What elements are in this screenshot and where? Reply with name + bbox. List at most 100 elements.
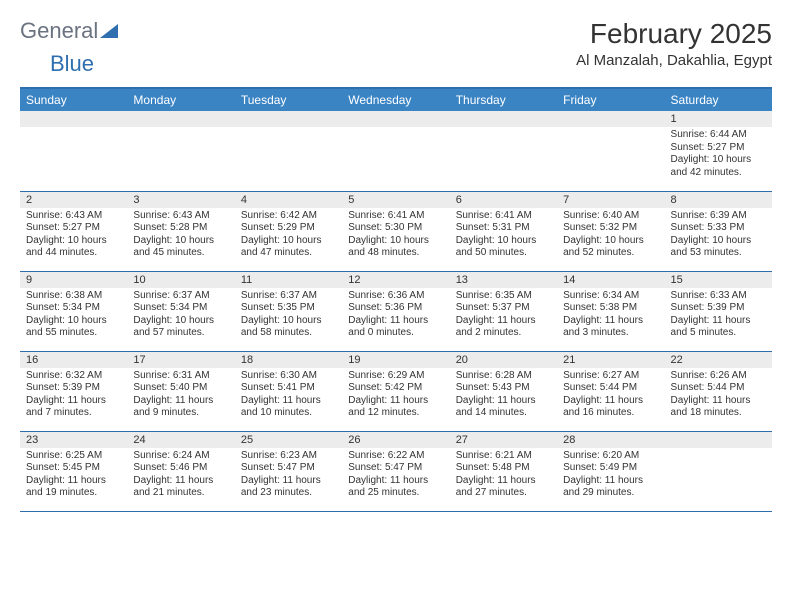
day-details: Sunrise: 6:30 AMSunset: 5:41 PMDaylight:… bbox=[235, 368, 342, 424]
day-number: 23 bbox=[20, 432, 127, 448]
day-cell: 17Sunrise: 6:31 AMSunset: 5:40 PMDayligh… bbox=[127, 351, 234, 431]
day-cell: 21Sunrise: 6:27 AMSunset: 5:44 PMDayligh… bbox=[557, 351, 664, 431]
day-details: Sunrise: 6:44 AMSunset: 5:27 PMDaylight:… bbox=[665, 127, 772, 183]
day-number: 11 bbox=[235, 272, 342, 288]
day-number: 24 bbox=[127, 432, 234, 448]
logo-word2-wrap: Blue bbox=[50, 51, 110, 77]
day-cell: 11Sunrise: 6:37 AMSunset: 5:35 PMDayligh… bbox=[235, 271, 342, 351]
day-number: 15 bbox=[665, 272, 772, 288]
day-cell: 13Sunrise: 6:35 AMSunset: 5:37 PMDayligh… bbox=[450, 271, 557, 351]
day-number: 18 bbox=[235, 352, 342, 368]
day-number: 9 bbox=[20, 272, 127, 288]
day-number: 2 bbox=[20, 192, 127, 208]
day-details: Sunrise: 6:36 AMSunset: 5:36 PMDaylight:… bbox=[342, 288, 449, 344]
week-row: 16Sunrise: 6:32 AMSunset: 5:39 PMDayligh… bbox=[20, 351, 772, 431]
day-details bbox=[20, 127, 127, 133]
day-cell: 10Sunrise: 6:37 AMSunset: 5:34 PMDayligh… bbox=[127, 271, 234, 351]
day-cell: 25Sunrise: 6:23 AMSunset: 5:47 PMDayligh… bbox=[235, 431, 342, 511]
logo-triangle-icon bbox=[100, 18, 118, 44]
day-details: Sunrise: 6:20 AMSunset: 5:49 PMDaylight:… bbox=[557, 448, 664, 504]
day-cell: 15Sunrise: 6:33 AMSunset: 5:39 PMDayligh… bbox=[665, 271, 772, 351]
day-details: Sunrise: 6:35 AMSunset: 5:37 PMDaylight:… bbox=[450, 288, 557, 344]
day-cell: 27Sunrise: 6:21 AMSunset: 5:48 PMDayligh… bbox=[450, 431, 557, 511]
day-number: 4 bbox=[235, 192, 342, 208]
day-header-row: Sunday Monday Tuesday Wednesday Thursday… bbox=[20, 89, 772, 111]
day-details bbox=[557, 127, 664, 133]
calendar-tbody: 1Sunrise: 6:44 AMSunset: 5:27 PMDaylight… bbox=[20, 111, 772, 511]
day-number: 26 bbox=[342, 432, 449, 448]
day-details: Sunrise: 6:21 AMSunset: 5:48 PMDaylight:… bbox=[450, 448, 557, 504]
day-cell bbox=[20, 111, 127, 191]
day-cell: 14Sunrise: 6:34 AMSunset: 5:38 PMDayligh… bbox=[557, 271, 664, 351]
day-details bbox=[342, 127, 449, 133]
day-cell: 4Sunrise: 6:42 AMSunset: 5:29 PMDaylight… bbox=[235, 191, 342, 271]
location-text: Al Manzalah, Dakahlia, Egypt bbox=[576, 52, 772, 69]
day-number: 21 bbox=[557, 352, 664, 368]
dayhdr-wed: Wednesday bbox=[342, 89, 449, 111]
day-details: Sunrise: 6:28 AMSunset: 5:43 PMDaylight:… bbox=[450, 368, 557, 424]
day-number bbox=[342, 111, 449, 127]
day-details: Sunrise: 6:27 AMSunset: 5:44 PMDaylight:… bbox=[557, 368, 664, 424]
day-cell: 18Sunrise: 6:30 AMSunset: 5:41 PMDayligh… bbox=[235, 351, 342, 431]
day-details: Sunrise: 6:38 AMSunset: 5:34 PMDaylight:… bbox=[20, 288, 127, 344]
day-details: Sunrise: 6:43 AMSunset: 5:28 PMDaylight:… bbox=[127, 208, 234, 264]
day-number: 10 bbox=[127, 272, 234, 288]
week-row: 1Sunrise: 6:44 AMSunset: 5:27 PMDaylight… bbox=[20, 111, 772, 191]
day-details: Sunrise: 6:25 AMSunset: 5:45 PMDaylight:… bbox=[20, 448, 127, 504]
day-number: 7 bbox=[557, 192, 664, 208]
day-cell: 16Sunrise: 6:32 AMSunset: 5:39 PMDayligh… bbox=[20, 351, 127, 431]
day-number: 20 bbox=[450, 352, 557, 368]
day-number: 12 bbox=[342, 272, 449, 288]
dayhdr-sat: Saturday bbox=[665, 89, 772, 111]
day-details: Sunrise: 6:41 AMSunset: 5:31 PMDaylight:… bbox=[450, 208, 557, 264]
day-number bbox=[127, 111, 234, 127]
day-details: Sunrise: 6:31 AMSunset: 5:40 PMDaylight:… bbox=[127, 368, 234, 424]
week-row: 2Sunrise: 6:43 AMSunset: 5:27 PMDaylight… bbox=[20, 191, 772, 271]
day-number: 16 bbox=[20, 352, 127, 368]
day-details: Sunrise: 6:26 AMSunset: 5:44 PMDaylight:… bbox=[665, 368, 772, 424]
day-cell: 3Sunrise: 6:43 AMSunset: 5:28 PMDaylight… bbox=[127, 191, 234, 271]
day-number: 22 bbox=[665, 352, 772, 368]
day-details: Sunrise: 6:34 AMSunset: 5:38 PMDaylight:… bbox=[557, 288, 664, 344]
dayhdr-tue: Tuesday bbox=[235, 89, 342, 111]
day-number: 8 bbox=[665, 192, 772, 208]
day-number bbox=[20, 111, 127, 127]
day-number: 25 bbox=[235, 432, 342, 448]
week-row: 9Sunrise: 6:38 AMSunset: 5:34 PMDaylight… bbox=[20, 271, 772, 351]
logo-word2: Blue bbox=[50, 51, 94, 76]
day-details: Sunrise: 6:40 AMSunset: 5:32 PMDaylight:… bbox=[557, 208, 664, 264]
dayhdr-fri: Friday bbox=[557, 89, 664, 111]
day-details bbox=[127, 127, 234, 133]
logo-word1: General bbox=[20, 18, 98, 44]
day-cell: 8Sunrise: 6:39 AMSunset: 5:33 PMDaylight… bbox=[665, 191, 772, 271]
day-cell bbox=[450, 111, 557, 191]
day-cell bbox=[235, 111, 342, 191]
day-cell: 22Sunrise: 6:26 AMSunset: 5:44 PMDayligh… bbox=[665, 351, 772, 431]
day-details: Sunrise: 6:37 AMSunset: 5:35 PMDaylight:… bbox=[235, 288, 342, 344]
day-details bbox=[235, 127, 342, 133]
day-cell: 24Sunrise: 6:24 AMSunset: 5:46 PMDayligh… bbox=[127, 431, 234, 511]
day-number: 5 bbox=[342, 192, 449, 208]
logo: General bbox=[20, 18, 118, 44]
day-number bbox=[557, 111, 664, 127]
week-row: 23Sunrise: 6:25 AMSunset: 5:45 PMDayligh… bbox=[20, 431, 772, 511]
dayhdr-thu: Thursday bbox=[450, 89, 557, 111]
day-details: Sunrise: 6:43 AMSunset: 5:27 PMDaylight:… bbox=[20, 208, 127, 264]
day-cell: 1Sunrise: 6:44 AMSunset: 5:27 PMDaylight… bbox=[665, 111, 772, 191]
day-number: 28 bbox=[557, 432, 664, 448]
day-number: 19 bbox=[342, 352, 449, 368]
day-cell bbox=[127, 111, 234, 191]
day-cell: 6Sunrise: 6:41 AMSunset: 5:31 PMDaylight… bbox=[450, 191, 557, 271]
day-cell: 19Sunrise: 6:29 AMSunset: 5:42 PMDayligh… bbox=[342, 351, 449, 431]
day-cell: 9Sunrise: 6:38 AMSunset: 5:34 PMDaylight… bbox=[20, 271, 127, 351]
day-number: 6 bbox=[450, 192, 557, 208]
day-cell bbox=[342, 111, 449, 191]
day-details: Sunrise: 6:37 AMSunset: 5:34 PMDaylight:… bbox=[127, 288, 234, 344]
day-number: 14 bbox=[557, 272, 664, 288]
day-cell: 12Sunrise: 6:36 AMSunset: 5:36 PMDayligh… bbox=[342, 271, 449, 351]
day-details bbox=[450, 127, 557, 133]
day-details: Sunrise: 6:22 AMSunset: 5:47 PMDaylight:… bbox=[342, 448, 449, 504]
day-cell: 26Sunrise: 6:22 AMSunset: 5:47 PMDayligh… bbox=[342, 431, 449, 511]
month-title: February 2025 bbox=[576, 18, 772, 50]
day-details: Sunrise: 6:32 AMSunset: 5:39 PMDaylight:… bbox=[20, 368, 127, 424]
